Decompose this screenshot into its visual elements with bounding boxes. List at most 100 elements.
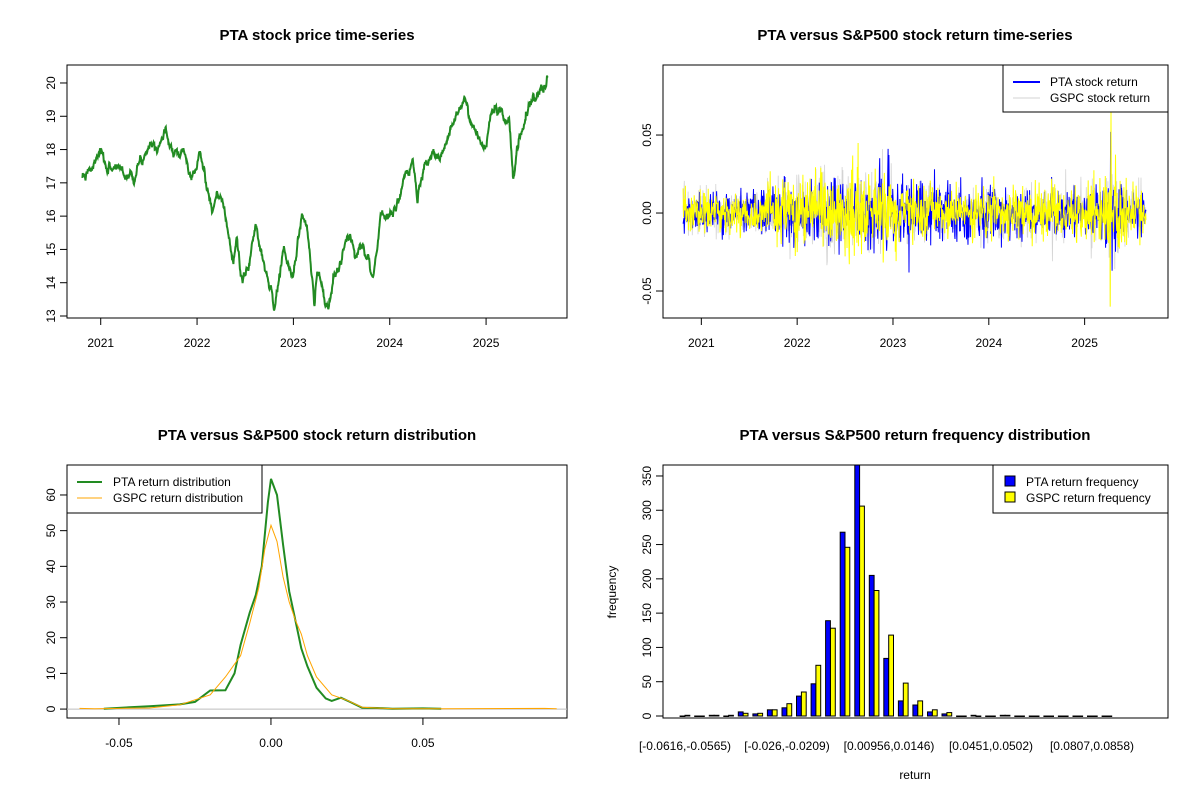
legend-swatch-gspc <box>1004 491 1016 503</box>
x-tick-label: 2021 <box>688 336 715 350</box>
gspc-frequency-bar <box>1019 715 1025 717</box>
pta-frequency-bar <box>956 715 962 717</box>
x-category-label: [0.0451,0.0502) <box>949 739 1033 753</box>
pta-frequency-bar <box>897 700 904 717</box>
legend-box <box>66 464 263 514</box>
gspc-frequency-bar <box>786 703 793 717</box>
y-tick-label: 18 <box>44 143 58 157</box>
gspc-frequency-bar <box>990 715 996 717</box>
pta-frequency-bar <box>781 707 788 717</box>
pta-frequency-bar <box>912 704 919 717</box>
pta-frequency-bar <box>810 683 817 717</box>
pta-frequency-bar <box>694 715 701 717</box>
gspc-frequency-bar <box>1004 714 1011 717</box>
gspc-frequency-bar <box>1048 715 1054 717</box>
pta-frequency-bar <box>970 714 977 717</box>
return-series-title: PTA versus S&P500 stock return time-seri… <box>757 27 1072 44</box>
price-panel: PTA stock price time-series 2021 2022 2023… <box>44 27 568 350</box>
x-tick-label: -0.05 <box>105 736 133 750</box>
x-category-label: [0.0807,0.0858) <box>1050 739 1134 753</box>
gspc-frequency-bar <box>960 715 967 717</box>
y-tick-label: 40 <box>44 559 58 573</box>
pta-frequency-bar <box>1043 715 1050 717</box>
gspc-frequency-bar <box>800 691 807 717</box>
x-tick-label: 2024 <box>376 336 403 350</box>
x-category-label: [-0.0616,-0.0565) <box>639 739 731 753</box>
gspc-frequency-bar <box>713 714 720 717</box>
gspc-frequency-bar <box>1062 715 1069 717</box>
gspc-frequency-bar <box>771 709 778 717</box>
gspc-frequency-bar <box>859 505 865 717</box>
y-tick-label: 20 <box>44 76 58 90</box>
histogram-xlabel: return <box>899 768 930 782</box>
gspc-frequency-bar <box>757 712 764 717</box>
gspc-return-line <box>682 111 1147 307</box>
y-tick-label: 30 <box>44 595 58 609</box>
legend-label-gspc: GSPC stock return <box>1050 91 1150 105</box>
pta-frequency-bar <box>737 711 744 717</box>
legend-box <box>1002 64 1169 113</box>
density-panel: PTA versus S&P500 stock return distribut… <box>44 427 568 750</box>
y-tick-label: 200 <box>640 569 654 589</box>
pta-frequency-bar <box>708 714 715 717</box>
y-tick-label: 50 <box>640 675 654 689</box>
pta-frequency-bar <box>796 695 802 717</box>
y-tick-label: 350 <box>640 466 654 486</box>
legend-swatch-pta <box>1004 475 1016 487</box>
pta-frequency-bar <box>679 715 686 717</box>
y-tick-label: 13 <box>44 309 58 323</box>
gspc-frequency-bar <box>699 715 705 717</box>
histogram-legend: PTA return frequency GSPC return frequen… <box>992 464 1169 514</box>
y-tick-label: -0.05 <box>640 277 654 305</box>
gspc-frequency-bar <box>728 714 734 717</box>
gspc-frequency-bar <box>1033 715 1040 717</box>
gspc-frequency-bar <box>1106 715 1113 717</box>
y-tick-label: 19 <box>44 109 58 123</box>
return-series-legend: PTA stock return GSPC stock return <box>1002 64 1169 113</box>
y-tick-label: 100 <box>640 637 654 657</box>
x-tick-label: 2023 <box>880 336 907 350</box>
pta-frequency-bar <box>1057 715 1064 717</box>
x-tick-label: 2022 <box>184 336 211 350</box>
pta-frequency-bar <box>1014 715 1021 717</box>
histogram-panel: PTA versus S&P500 return frequency distr… <box>605 427 1169 782</box>
x-tick-label: 2024 <box>975 336 1002 350</box>
pta-frequency-bar <box>868 574 875 717</box>
x-category-label: [0.00956,0.0146) <box>844 739 935 753</box>
pta-frequency-bar <box>1028 715 1035 717</box>
y-tick-label: 300 <box>640 500 654 520</box>
gspc-frequency-bar <box>902 682 909 717</box>
gspc-frequency-bar <box>917 700 924 717</box>
gspc-frequency-bar <box>684 714 691 717</box>
gspc-frequency-bar <box>888 634 895 717</box>
pta-frequency-bar <box>766 709 773 717</box>
pta-frequency-bar <box>825 620 831 717</box>
legend-label-pta: PTA return frequency <box>1026 475 1139 489</box>
y-tick-label: 250 <box>640 534 654 554</box>
gspc-frequency-bar <box>844 546 851 717</box>
gspc-frequency-bar <box>742 712 749 717</box>
y-tick-label: 17 <box>44 176 58 190</box>
y-tick-label: 0 <box>44 705 58 712</box>
price-series-line <box>81 75 549 311</box>
legend-box <box>992 464 1169 514</box>
y-tick-label: 60 <box>44 488 58 502</box>
x-tick-label: 2022 <box>784 336 811 350</box>
gspc-density-line <box>79 523 557 710</box>
legend-label-gspc: GSPC return distribution <box>113 491 243 505</box>
density-legend: PTA return distribution GSPC return dist… <box>66 464 263 514</box>
y-tick-label: 16 <box>44 209 58 223</box>
y-tick-label: 0.05 <box>640 123 654 147</box>
pta-frequency-bar <box>1101 715 1108 717</box>
y-tick-label: 14 <box>44 276 58 290</box>
y-tick-label: 0.00 <box>640 201 654 225</box>
pta-frequency-bar <box>854 464 861 717</box>
gspc-frequency-bar <box>1077 715 1084 717</box>
y-tick-label: 50 <box>44 524 58 538</box>
pta-frequency-bar <box>1072 715 1079 717</box>
gspc-frequency-bar <box>873 590 880 717</box>
legend-label-pta: PTA return distribution <box>113 475 231 489</box>
pta-frequency-bar <box>723 715 730 717</box>
gspc-frequency-bar <box>815 664 822 717</box>
